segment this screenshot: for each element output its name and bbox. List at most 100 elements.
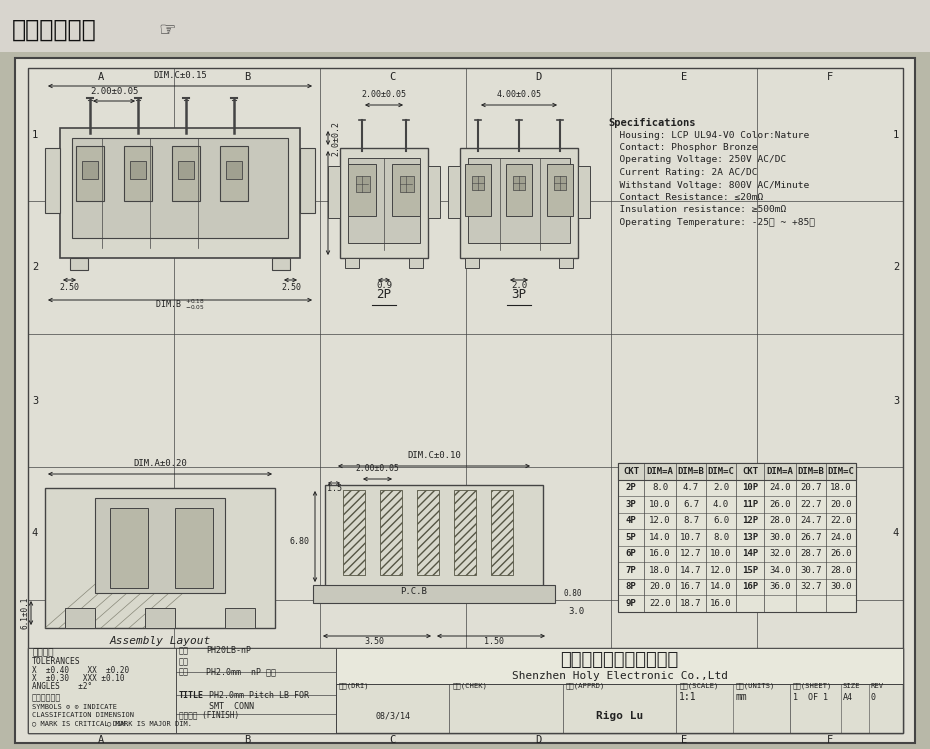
Bar [28,648,903,733]
Text: DIM=A: DIM=A [766,467,793,476]
Text: 12.0: 12.0 [649,516,671,525]
Bar [60,128,300,258]
Text: 36.0: 36.0 [769,582,790,591]
Text: 1: 1 [893,130,899,139]
Text: 2.0: 2.0 [511,281,527,290]
Text: 10.0: 10.0 [649,500,671,509]
Text: 22.7: 22.7 [800,500,822,509]
Text: Specifications: Specifications [608,118,696,128]
Text: 5P: 5P [626,533,636,542]
Text: 13P: 13P [742,533,758,542]
Text: A4: A4 [843,693,853,702]
Text: 34.0: 34.0 [769,565,790,574]
Text: 26.0: 26.0 [830,549,852,558]
Text: D: D [536,721,541,731]
Text: 11P: 11P [742,500,758,509]
Text: 一般公差: 一般公差 [32,648,54,657]
Bar [547,164,573,216]
Text: 1  OF 1: 1 OF 1 [792,693,828,702]
Text: 3: 3 [893,395,899,405]
Text: DIM=C: DIM=C [708,467,735,476]
Text: 2.00±0.05: 2.00±0.05 [90,87,139,96]
Text: 12P: 12P [742,516,758,525]
Bar [70,258,88,270]
Text: 工程: 工程 [179,646,189,655]
Bar [28,68,903,733]
Bar [472,176,484,190]
Text: SMT  CONN: SMT CONN [209,702,254,711]
Bar [380,490,402,575]
Text: 32.0: 32.0 [769,549,790,558]
Text: 26.7: 26.7 [800,533,822,542]
Text: 2P: 2P [626,483,636,492]
Text: 8.0: 8.0 [652,483,668,492]
Text: ○ MARK IS CRITICAL DIM.: ○ MARK IS CRITICAL DIM. [32,720,130,726]
Text: B: B [244,721,250,731]
Text: 16.0: 16.0 [649,549,671,558]
Text: DIM=B: DIM=B [678,467,704,476]
Text: 2.50: 2.50 [59,283,79,292]
Text: 3.0: 3.0 [568,607,584,616]
Text: 18.7: 18.7 [680,598,702,607]
Text: DIM.C±0.15: DIM.C±0.15 [153,71,206,80]
Bar [448,166,460,218]
Text: 20.7: 20.7 [800,483,822,492]
Text: 单位(UNITS): 单位(UNITS) [736,682,776,689]
Text: 28.0: 28.0 [769,516,790,525]
Bar [417,490,439,575]
Bar [176,648,336,733]
Bar [345,258,359,268]
Text: 6.1±0.1: 6.1±0.1 [20,597,29,629]
Text: 08/3/14: 08/3/14 [375,712,410,721]
Bar [400,176,414,192]
Text: P.C.B: P.C.B [401,587,428,596]
Text: mm: mm [736,691,748,702]
Text: A: A [98,735,104,745]
Text: 2: 2 [32,262,38,273]
Bar [513,176,525,190]
Text: 在线图纸下载: 在线图纸下载 [12,18,97,42]
Text: 张数(SHEET): 张数(SHEET) [792,682,832,689]
Text: X  ±0.40    XX  ±0.20: X ±0.40 XX ±0.20 [32,666,129,675]
Text: 16P: 16P [742,582,758,591]
Bar [343,490,365,575]
Text: 比例(SCALE): 比例(SCALE) [679,682,719,689]
Text: 批准(APPRD): 批准(APPRD) [565,682,605,689]
Text: 检验尺寸标示: 检验尺寸标示 [32,693,61,702]
Text: 24.0: 24.0 [830,533,852,542]
Text: 4P: 4P [626,516,636,525]
Text: 3P: 3P [626,500,636,509]
Text: Rigo Lu: Rigo Lu [596,711,644,721]
Text: 30.0: 30.0 [769,533,790,542]
Text: 14.0: 14.0 [711,582,732,591]
Text: 30.0: 30.0 [830,582,852,591]
Text: E: E [681,72,687,82]
Text: 3.50: 3.50 [365,637,384,646]
Text: 8.7: 8.7 [683,516,699,525]
Text: B: B [244,72,250,82]
Text: 审核(CHEK): 审核(CHEK) [452,682,487,689]
Text: B: B [244,735,250,745]
Bar [124,146,152,201]
Text: DIM.A±0.20: DIM.A±0.20 [133,459,187,468]
Text: 14.7: 14.7 [680,565,702,574]
Bar [465,258,479,268]
Bar [325,485,543,590]
Text: 4.00±0.05: 4.00±0.05 [497,90,541,99]
Text: 22.0: 22.0 [830,516,852,525]
Text: TITLE: TITLE [179,691,204,700]
Text: 6.7: 6.7 [683,500,699,509]
Bar [220,146,248,201]
Text: Housing: LCP UL94-V0 Color:Nature: Housing: LCP UL94-V0 Color:Nature [608,130,809,139]
Text: 4.7: 4.7 [683,483,699,492]
Text: 表面处理 (FINISH): 表面处理 (FINISH) [179,710,239,719]
Text: 2: 2 [893,262,899,273]
Text: DIM=A: DIM=A [646,467,673,476]
Text: 1: 1 [32,130,38,139]
Text: 15P: 15P [742,565,758,574]
Text: D: D [536,72,541,82]
Text: SYMBOLS ⊙ ⊙ INDICATE: SYMBOLS ⊙ ⊙ INDICATE [32,704,117,710]
Text: 8P: 8P [626,582,636,591]
Text: C: C [390,735,395,745]
Text: 制图(DRI): 制图(DRI) [339,682,369,689]
